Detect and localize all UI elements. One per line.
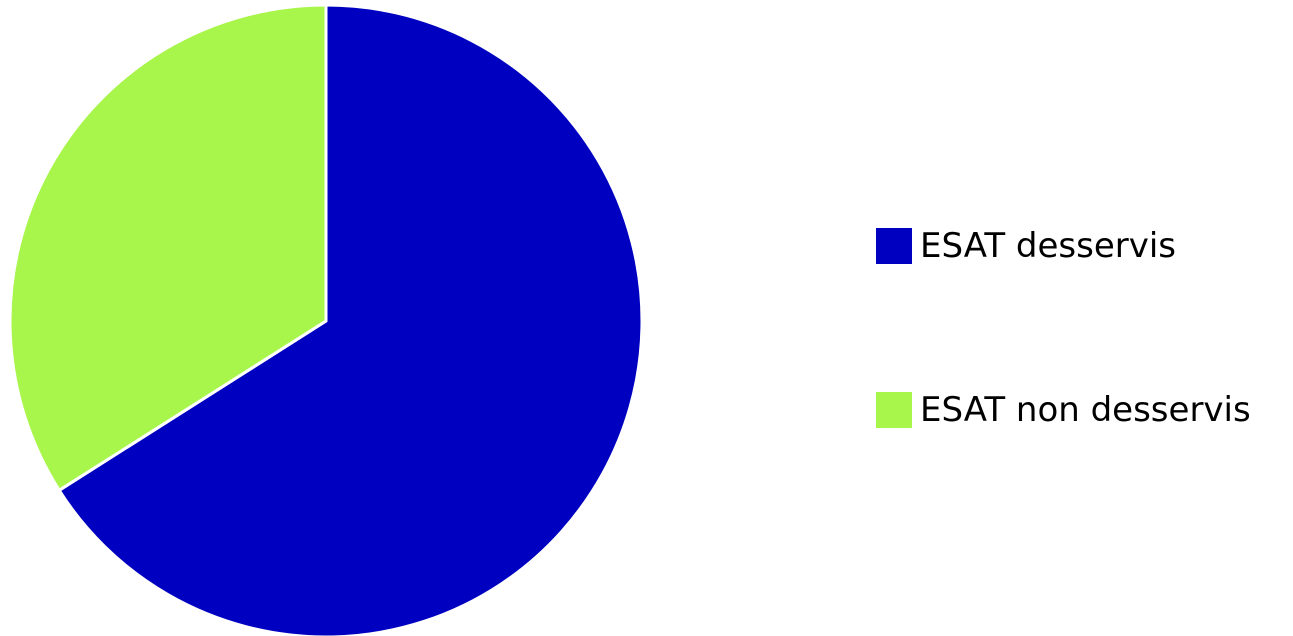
legend-label-desservis: ESAT desservis bbox=[920, 226, 1176, 266]
legend-item-desservis: ESAT desservis bbox=[876, 222, 1286, 270]
legend-swatch-desservis bbox=[876, 228, 912, 264]
legend-item-non-desservis: ESAT non desservis bbox=[876, 386, 1286, 434]
legend-label-non-desservis: ESAT non desservis bbox=[920, 390, 1251, 430]
pie-slice-0 bbox=[57, 3, 644, 636]
legend: ESAT desservis ESAT non desservis bbox=[876, 222, 1286, 434]
pie-slice-1 bbox=[8, 3, 328, 492]
legend-swatch-non-desservis bbox=[876, 392, 912, 428]
pie-chart bbox=[8, 3, 644, 636]
